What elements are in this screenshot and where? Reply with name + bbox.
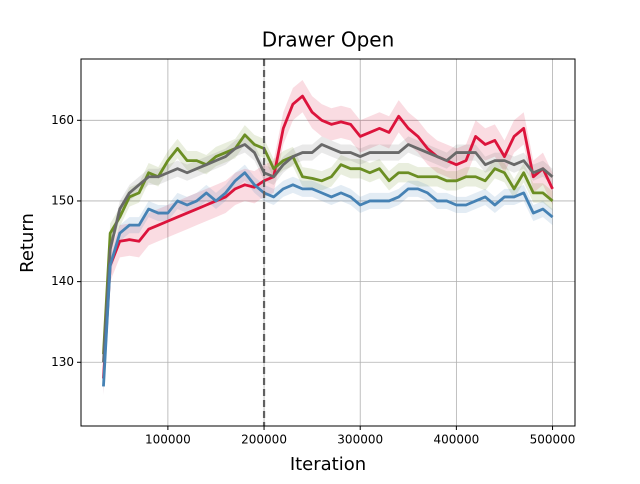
plot-frame [80, 58, 576, 427]
error-band [103, 136, 553, 371]
y-tick-label: 140 [51, 274, 74, 288]
x-tick-label: 300000 [337, 433, 383, 447]
error-band [103, 125, 553, 364]
y-tick-label: 130 [51, 355, 74, 369]
line [102, 143, 554, 363]
line [102, 171, 554, 387]
x-axis-label: Iteration [290, 454, 366, 475]
line [102, 94, 554, 379]
y-tick-label: 150 [51, 193, 74, 207]
x-tick-label: 500000 [530, 433, 576, 447]
line [102, 133, 554, 355]
y-tick-label: 160 [51, 113, 74, 127]
x-tick-label: 200000 [241, 433, 287, 447]
error-band [103, 164, 553, 395]
error-band [103, 79, 553, 395]
y-axis-label: Return [17, 213, 38, 273]
x-tick-label: 400000 [433, 433, 479, 447]
x-tick-label: 100000 [145, 433, 191, 447]
chart-title: Drawer Open [262, 28, 395, 52]
